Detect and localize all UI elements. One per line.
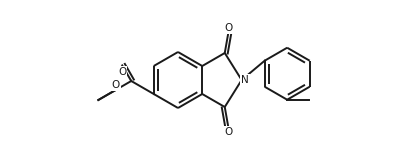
Text: O: O xyxy=(224,127,232,137)
Text: N: N xyxy=(241,75,248,85)
Text: O: O xyxy=(118,67,127,77)
Text: O: O xyxy=(112,80,120,90)
Text: O: O xyxy=(224,23,232,33)
